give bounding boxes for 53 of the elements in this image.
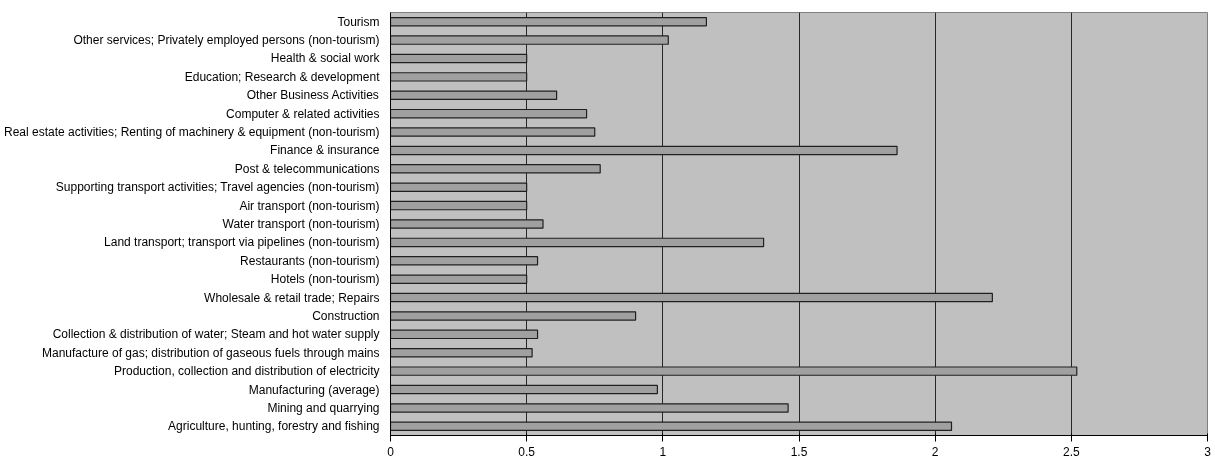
bar xyxy=(390,182,528,192)
y-tick-label: Health & social work xyxy=(270,51,381,66)
bar xyxy=(390,366,1078,376)
x-tick-label: 2 xyxy=(931,444,939,458)
bar xyxy=(390,329,539,340)
y-tick-label: Real estate activities; Renting of machinery & equipment (non-tourism) xyxy=(4,125,380,140)
y-tick-label: Education; Research & development xyxy=(184,69,381,84)
y-tick-label: Production, collection and distribution of electricity xyxy=(114,364,380,379)
x-tick-label: 1.5 xyxy=(790,444,808,458)
bar xyxy=(390,108,588,119)
x-tick-label: 0.5 xyxy=(518,444,536,458)
bar xyxy=(390,16,708,27)
bar xyxy=(390,164,601,174)
bar xyxy=(390,256,539,266)
x-tick-label: 3 xyxy=(1204,444,1212,458)
bar xyxy=(390,35,669,45)
y-tick-label: Other Business Activities xyxy=(246,88,379,103)
bar xyxy=(390,384,658,395)
y-tick-label: Mining and quarrying xyxy=(267,400,380,415)
bar xyxy=(390,219,544,229)
y-tick-label: Finance & insurance xyxy=(270,143,380,158)
y-tick-label: Water transport (non-tourism) xyxy=(222,217,380,231)
bar xyxy=(390,237,765,248)
y-tick-label: Construction xyxy=(312,308,380,323)
y-tick-label: Agriculture, hunting, forestry and fishing xyxy=(168,419,380,434)
x-tick-label: 0 xyxy=(387,444,395,458)
bar xyxy=(390,311,637,321)
y-tick-label: Computer & related activities xyxy=(226,106,380,121)
y-tick-label: Manufacture of gas; distribution of gaseous fuels through mains xyxy=(41,345,380,360)
bar xyxy=(390,72,528,82)
bar xyxy=(390,53,528,64)
y-tick-label: Other services; Privately employed persons (non-tourism) xyxy=(73,33,380,48)
bar xyxy=(390,348,533,358)
bar xyxy=(390,200,528,211)
bar xyxy=(390,127,596,137)
bar xyxy=(390,421,953,432)
bar xyxy=(390,145,898,156)
y-tick-label: Collection & distribution of water; Steam and hot water supply xyxy=(52,327,380,342)
bar xyxy=(390,90,558,100)
y-tick-label: Manufacturing (average) xyxy=(248,382,380,397)
y-tick-label: Wholesale & retail trade; Repairs xyxy=(204,290,380,305)
y-tick-label: Supporting transport activities; Travel agencies (non-tourism) xyxy=(55,180,380,195)
y-tick-label: Post & telecommunications xyxy=(234,161,380,176)
y-tick-label: Land transport; transport via pipelines (non-tourism) xyxy=(104,235,380,250)
y-tick-label: Air transport (non-tourism) xyxy=(239,198,380,213)
y-tick-label: Restaurants (non-tourism) xyxy=(240,253,380,268)
x-tick-label: 2.5 xyxy=(1062,444,1080,458)
y-tick-label: Tourism xyxy=(337,14,380,29)
bar xyxy=(390,292,993,303)
x-tick-label: 1 xyxy=(659,444,667,458)
y-tick-label: Hotels (non-tourism) xyxy=(270,272,380,287)
bar xyxy=(390,403,789,413)
bar xyxy=(390,274,528,284)
